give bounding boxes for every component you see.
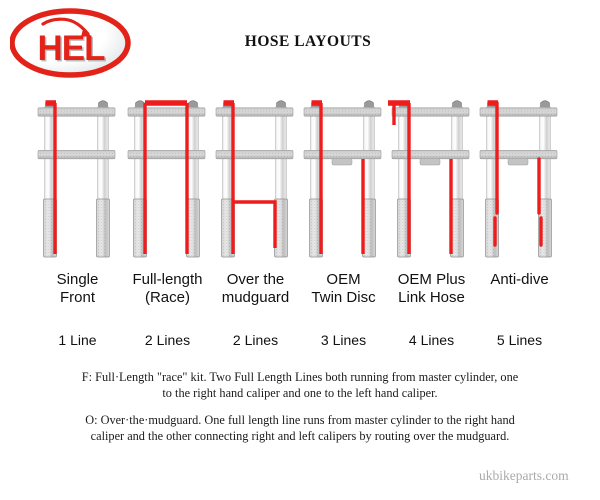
svg-text:HEL: HEL [38,29,106,68]
